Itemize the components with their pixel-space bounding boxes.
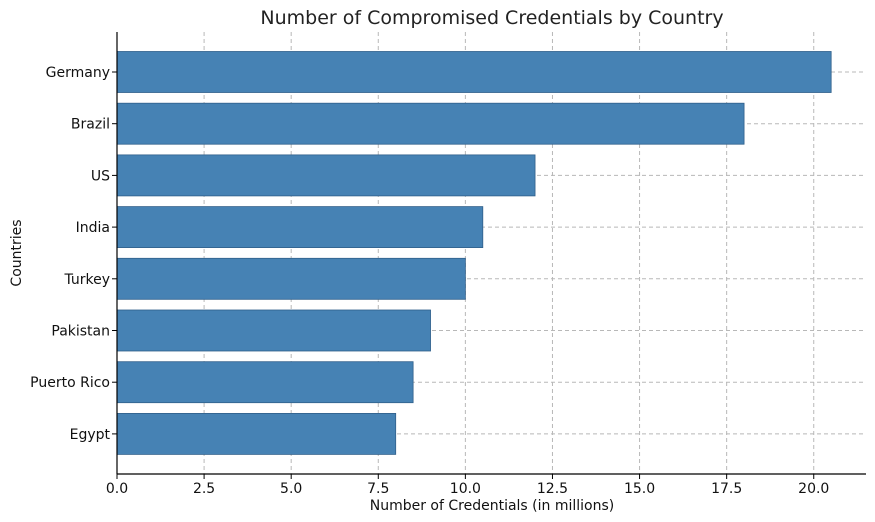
- y-tick-label: Pakistan: [51, 324, 110, 340]
- y-tick-label: Germany: [46, 65, 110, 81]
- axis-layer: [116, 32, 866, 475]
- y-axis-label: Countries: [9, 219, 25, 286]
- y-tick-label: Brazil: [71, 117, 110, 133]
- y-tick-label: Puerto Rico: [30, 375, 110, 391]
- bar-germany: [116, 51, 832, 93]
- y-tick-label: India: [76, 220, 110, 236]
- bar-puerto-rico: [116, 361, 414, 404]
- bar-egypt: [116, 412, 397, 455]
- y-tick-label: Turkey: [63, 272, 110, 288]
- x-tick-label: 12.5: [537, 481, 568, 497]
- x-tick-label: 0.0: [106, 481, 128, 497]
- bar-us: [116, 154, 536, 197]
- x-tick-label: 20.0: [798, 481, 829, 497]
- x-tick-label: 10.0: [450, 481, 481, 497]
- bar-layer: [116, 51, 832, 455]
- grid-layer: [117, 32, 866, 474]
- y-tick-label: US: [91, 168, 110, 184]
- x-tick-label: 2.5: [193, 481, 215, 497]
- x-tick-label: 17.5: [711, 481, 742, 497]
- bar-india: [116, 206, 484, 249]
- bar-pakistan: [116, 309, 431, 352]
- x-tick-label: 5.0: [280, 481, 302, 497]
- y-tick-label: Egypt: [70, 427, 111, 443]
- chart-title: Number of Compromised Credentials by Cou…: [260, 7, 723, 29]
- y-tick-layer: Germany Brazil US India Turkey Pakistan Puerto…: [30, 65, 117, 443]
- bar-turkey: [116, 257, 466, 300]
- x-tick-label: 7.5: [367, 481, 389, 497]
- bar-brazil: [116, 102, 745, 145]
- x-tick-label: 15.0: [624, 481, 655, 497]
- x-axis-label: Number of Credentials (in millions): [370, 498, 615, 514]
- x-tick-layer: 0.0 2.5 5.0 7.5 10.0 12.5 15.0 17.5 20.0: [106, 474, 829, 497]
